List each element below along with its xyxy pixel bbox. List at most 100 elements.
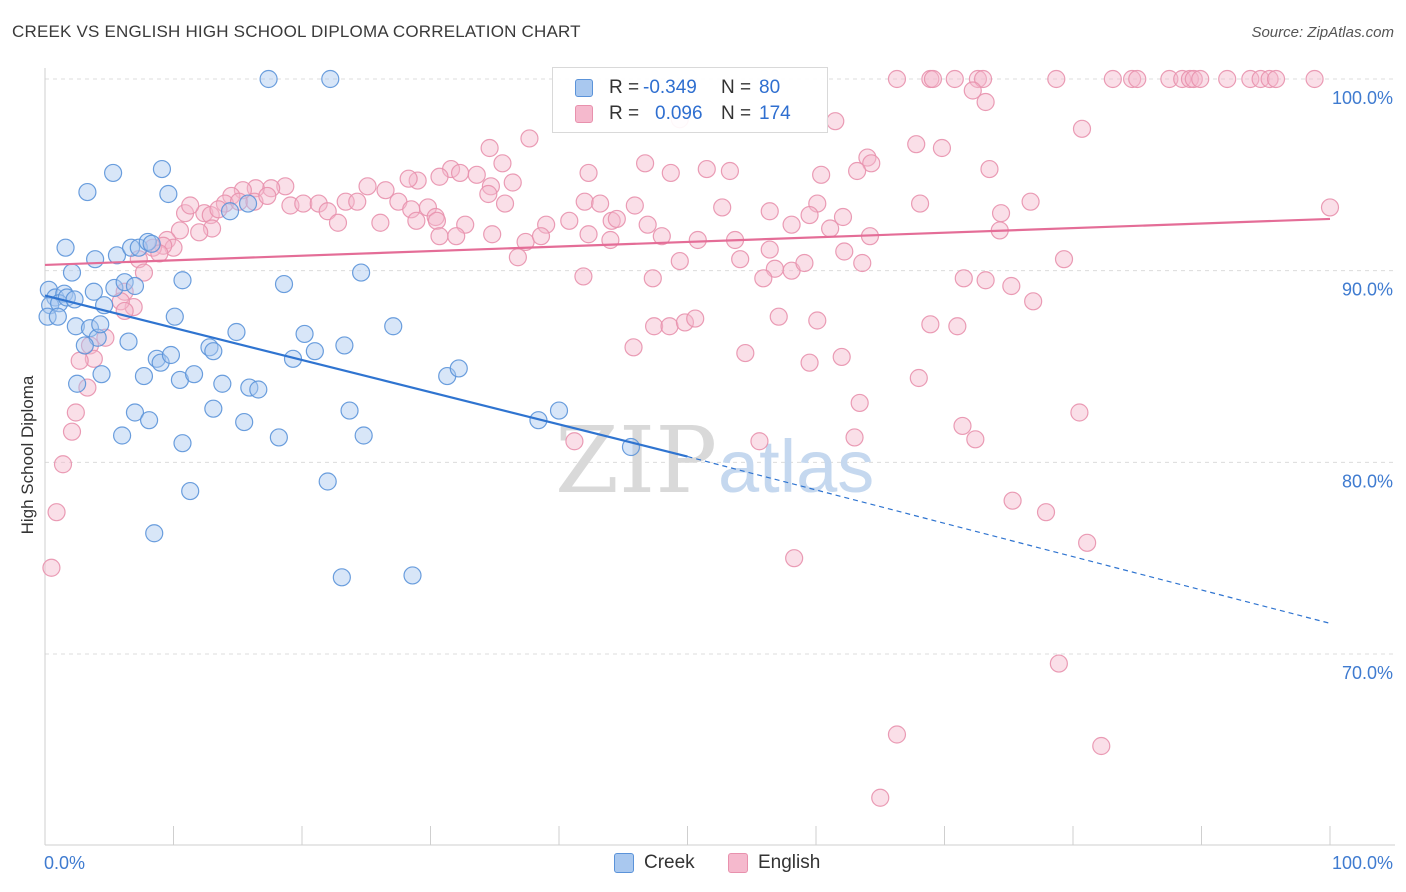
english-point (1003, 491, 1022, 510)
english-point (407, 211, 426, 230)
creek-point (56, 238, 75, 257)
creek-point (184, 365, 204, 384)
n-label: N = (721, 103, 752, 124)
creek-point (274, 274, 294, 294)
creek-legend-swatch (614, 853, 634, 873)
stats-legend: R = -0.349 N = 80 R = 0.096 N = 174 (552, 67, 828, 133)
english-point (1218, 69, 1237, 89)
english-point (821, 219, 840, 238)
english-point (652, 227, 671, 246)
source-label: Source: ZipAtlas.com (1251, 24, 1394, 41)
y-tick-label: 100.0% (1332, 88, 1393, 108)
english-point (887, 725, 907, 744)
english-point (537, 215, 556, 234)
axes (44, 68, 1395, 846)
y-tick-label: 80.0% (1342, 471, 1393, 491)
creek-point (249, 380, 268, 399)
english-point (1047, 69, 1066, 89)
english-point (953, 416, 972, 436)
english-point (479, 184, 498, 204)
english-swatch (575, 105, 593, 123)
creek-point (295, 324, 314, 344)
legend-item-english[interactable]: English (728, 852, 820, 874)
english-point (1024, 292, 1043, 311)
english-point (84, 349, 103, 368)
english-point (845, 428, 864, 447)
creek-point (92, 365, 111, 384)
english-point (812, 165, 831, 184)
creek-point (91, 315, 110, 334)
creek-point (321, 69, 340, 89)
english-point (493, 154, 512, 173)
english-point (808, 311, 827, 330)
english-point (42, 558, 61, 577)
english-point (560, 211, 579, 230)
creek-legend-label: Creek (644, 852, 695, 873)
english-point (209, 200, 228, 219)
y-tick-label: 70.0% (1342, 663, 1393, 683)
english-point (871, 788, 890, 807)
creek-point (68, 374, 87, 393)
english-point (1266, 69, 1286, 89)
english-point (785, 549, 804, 568)
english-point (503, 173, 522, 192)
english-point (447, 227, 466, 246)
creek-point (227, 322, 246, 342)
english-point (850, 393, 869, 413)
english-point (376, 181, 395, 200)
english-point (1049, 654, 1068, 673)
english-point (625, 196, 644, 215)
english-point (921, 315, 940, 334)
creek-point (66, 317, 85, 336)
english-point (948, 317, 967, 336)
english-point (887, 69, 907, 89)
english-point (170, 221, 190, 240)
english-point (427, 211, 447, 230)
legend-item-creek[interactable]: Creek (614, 852, 695, 874)
english-point (782, 215, 801, 234)
english-point (731, 250, 750, 269)
creek-point (340, 401, 359, 420)
english-point (579, 225, 598, 244)
y-tick-label: 90.0% (1342, 280, 1393, 300)
english-point (480, 138, 499, 158)
english-point (832, 347, 851, 367)
creek-point (107, 246, 127, 265)
creek-point (204, 342, 223, 361)
english-point (607, 209, 626, 229)
english-point (848, 161, 867, 181)
creek-point (213, 374, 232, 393)
creek-point (134, 366, 154, 386)
english-point (258, 186, 277, 206)
english-point (96, 328, 115, 347)
english-point (660, 317, 679, 336)
english-legend-label: English (758, 852, 821, 873)
creek-point (305, 342, 324, 361)
english-point (826, 112, 845, 131)
english-legend-swatch (728, 853, 748, 873)
creek-point (259, 69, 278, 89)
english-point (358, 177, 377, 196)
creek-point (159, 184, 178, 204)
english-point (760, 202, 779, 221)
creek-point (335, 336, 354, 355)
english-point (1191, 69, 1210, 89)
english-point (644, 317, 664, 336)
creek-point (104, 163, 123, 183)
english-point (1128, 69, 1147, 89)
english-point (430, 167, 449, 186)
creek-point (84, 282, 103, 301)
creek-point (115, 273, 134, 292)
creek-point (80, 319, 100, 338)
creek-point (112, 426, 132, 445)
english-point (115, 282, 134, 301)
creek-point (238, 194, 258, 213)
creek-point (354, 426, 373, 445)
creek-point (352, 263, 371, 282)
english-point (1123, 69, 1142, 89)
creek-point (204, 399, 223, 418)
english-point (62, 422, 82, 441)
legend-row-english: R = 0.096 N = 174 (575, 102, 791, 126)
english-point (835, 242, 854, 261)
